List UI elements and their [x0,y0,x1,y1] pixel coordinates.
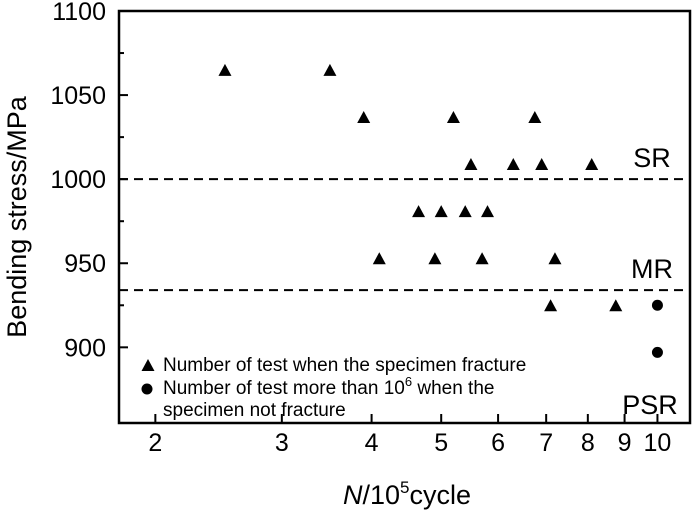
triangle-point [585,158,599,171]
x-tick-label-8: 8 [581,429,595,457]
x-axis-title: N/105cycle [343,478,471,510]
triangle-point [481,205,495,218]
triangle-point [464,158,478,171]
x-tick-label-9: 9 [618,429,632,457]
y-axis-title: Bending stress/MPa [2,95,32,338]
circle-point [651,299,663,311]
mr-label: MR [631,254,673,284]
x-tick-label-7: 7 [539,429,553,457]
x-tick-label-2: 2 [148,429,162,457]
plot-frame [117,9,692,425]
triangle-point [412,205,426,218]
legend-no-fracture-tail: when the [412,378,494,399]
triangle-point [323,63,337,76]
triangle-point [528,110,542,123]
triangle-point [544,299,558,312]
triangle-point [428,252,442,265]
triangle-point [609,299,623,312]
x-axis-title-exponent: 5 [400,478,409,497]
sr-label: SR [633,143,671,173]
triangle-point [434,205,448,218]
triangle-point [372,252,386,265]
triangle-point [548,252,562,265]
circle-point [651,346,663,358]
triangle-point [218,63,232,76]
legend-item-fracture: Number of test when the specimen fractur… [163,355,526,376]
x-axis-title-tail: cycle [410,480,472,510]
x-axis-title-symbol: N [343,480,363,510]
x-axis-title-unit: /10 [362,480,400,510]
y-tick-label-900: 900 [64,334,106,362]
y-tick-label-1050: 1050 [50,82,106,110]
triangle-point [475,252,489,265]
legend-no-fracture-exponent: 6 [405,374,412,389]
y-tick-label-950: 950 [64,250,106,278]
triangle-point [458,205,472,218]
triangle-point [446,110,460,123]
data-points [218,63,663,358]
legend-triangle-marker [141,359,155,371]
triangle-point [535,158,549,171]
legend: Number of test when the specimen fractur… [141,355,526,421]
x-tick-label-4: 4 [365,429,379,457]
legend-item-no-fracture: Number of test more than 106 when the [163,374,494,399]
psr-label: PSR [622,390,678,420]
x-tick-label-10: 10 [644,429,672,457]
legend-circle-marker [141,383,153,395]
y-tick-label-1000: 1000 [50,166,106,194]
reference-lines: SR MR PSR [119,143,690,420]
triangle-point [506,158,520,171]
legend-no-fracture-text: Number of test more than 10 [163,378,405,399]
x-tick-label-5: 5 [434,429,448,457]
y-tick-label-1100: 1100 [52,0,106,26]
x-tick-label-3: 3 [275,429,289,457]
axis-ticks: 2 3 4 5 6 7 8 9 10 900 950 1000 1050 1100 [50,0,671,457]
legend-no-fracture-line2: specimen not fracture [163,400,346,421]
triangle-point [357,110,371,123]
x-tick-label-6: 6 [491,429,505,457]
